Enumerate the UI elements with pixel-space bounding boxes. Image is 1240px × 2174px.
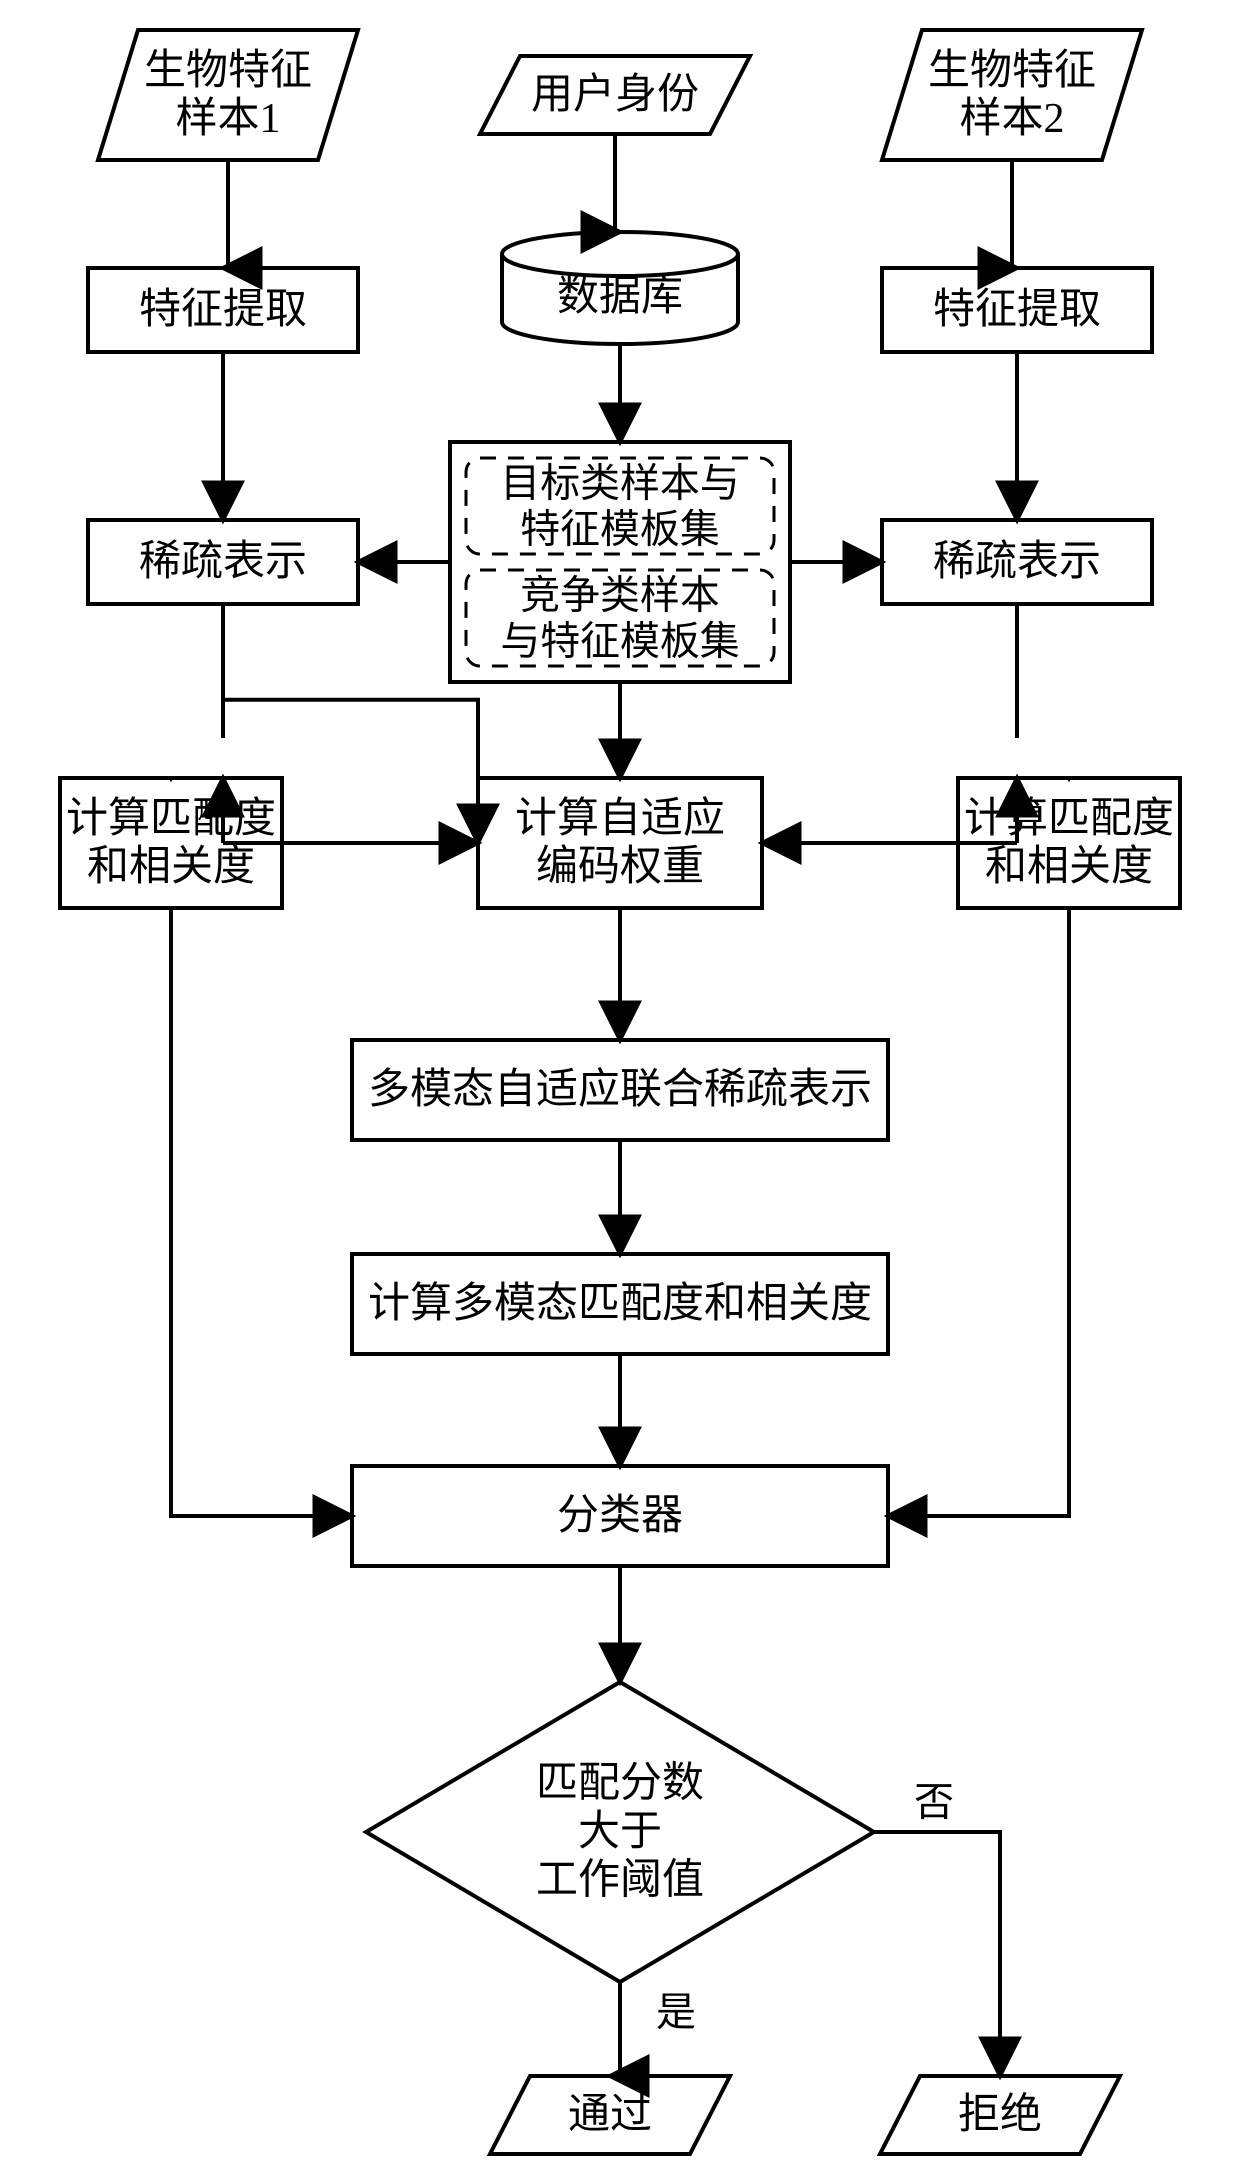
svg-text:样本1: 样本1 (175, 96, 280, 142)
svg-text:分类器: 分类器 (557, 1493, 683, 1539)
svg-text:工作阈值: 工作阈值 (536, 1857, 704, 1903)
svg-text:是: 是 (656, 1990, 696, 2035)
svg-text:大于: 大于 (578, 1809, 662, 1855)
svg-text:特征提取: 特征提取 (933, 287, 1101, 333)
svg-text:竞争类样本: 竞争类样本 (520, 573, 719, 618)
svg-text:用户身份: 用户身份 (531, 72, 699, 118)
svg-text:特征模板集: 特征模板集 (520, 506, 719, 551)
svg-text:计算多模态匹配度和相关度: 计算多模态匹配度和相关度 (368, 1281, 872, 1327)
svg-text:多模态自适应联合稀疏表示: 多模态自适应联合稀疏表示 (368, 1066, 872, 1113)
flowchart-canvas: 生物特征样本1用户身份生物特征样本2数据库特征提取特征提取目标类样本与特征模板集… (0, 0, 1240, 2174)
svg-text:生物特征: 生物特征 (928, 48, 1096, 94)
svg-text:计算自适应: 计算自适应 (515, 795, 725, 842)
svg-text:稀疏表示: 稀疏表示 (933, 539, 1101, 585)
svg-text:与特征模板集: 与特征模板集 (500, 618, 739, 663)
svg-text:生物特征: 生物特征 (144, 48, 312, 94)
svg-text:匹配分数: 匹配分数 (536, 1761, 704, 1807)
svg-text:通过: 通过 (568, 2092, 652, 2138)
svg-text:特征提取: 特征提取 (139, 287, 307, 333)
svg-text:和相关度: 和相关度 (985, 844, 1153, 890)
svg-text:否: 否 (914, 1780, 954, 1825)
svg-text:计算匹配度: 计算匹配度 (66, 796, 276, 842)
svg-text:和相关度: 和相关度 (87, 844, 255, 890)
svg-text:编码权重: 编码权重 (536, 844, 704, 890)
svg-text:计算匹配度: 计算匹配度 (964, 796, 1174, 842)
svg-text:数据库: 数据库 (557, 274, 683, 320)
svg-text:拒绝: 拒绝 (958, 2091, 1042, 2138)
svg-text:样本2: 样本2 (959, 96, 1064, 142)
svg-text:目标类样本与: 目标类样本与 (500, 461, 739, 506)
svg-text:稀疏表示: 稀疏表示 (139, 539, 307, 585)
